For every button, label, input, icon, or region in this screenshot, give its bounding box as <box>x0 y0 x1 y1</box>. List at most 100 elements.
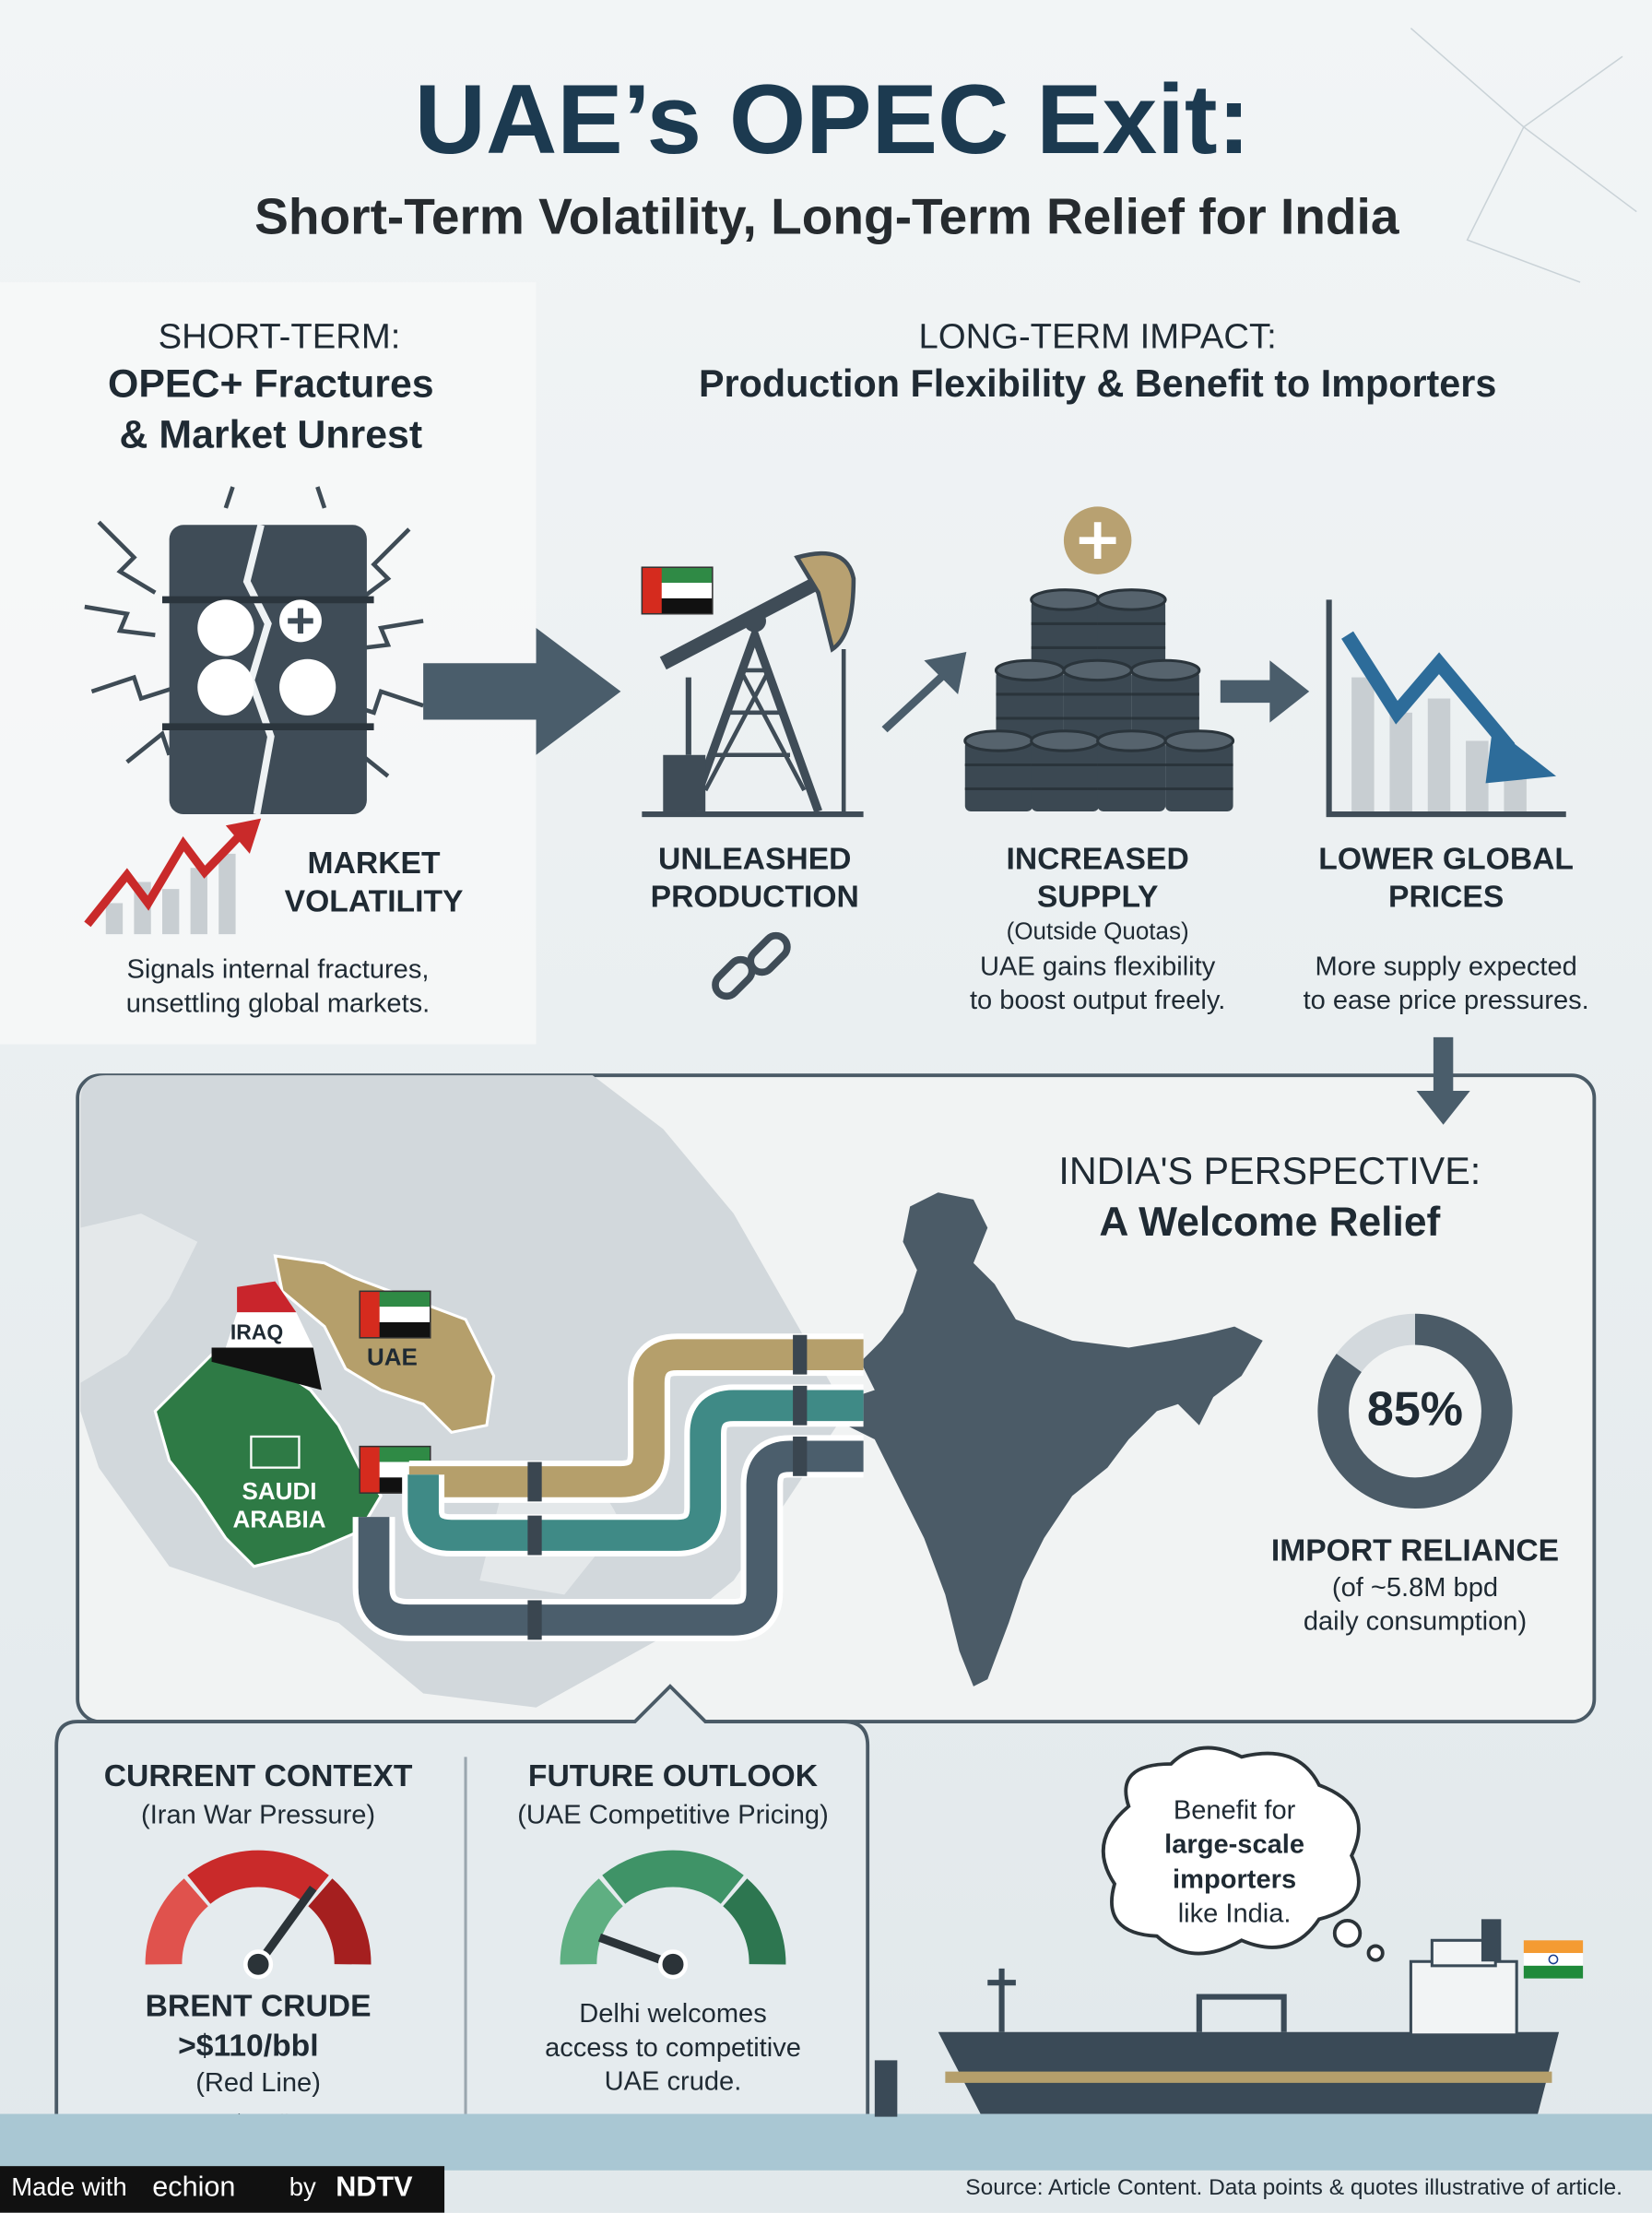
falling-prices-icon-part <box>1351 677 1375 811</box>
step-text: to ease price pressures. <box>1304 986 1589 1015</box>
caption: IMPORT RELIANCE <box>1271 1533 1559 1568</box>
chain-icon <box>712 931 791 1000</box>
footer-brand: echion <box>152 2172 235 2203</box>
falling-prices-icon <box>1326 599 1566 818</box>
step-title: SUPPLY <box>1037 881 1159 915</box>
pumpjack-icon <box>641 550 864 818</box>
step-title: PRICES <box>1388 881 1504 915</box>
bubble-text: importers <box>1173 1865 1296 1895</box>
gauge-red <box>145 1850 372 1980</box>
section-heading: Production Flexibility & Benefit to Impo… <box>699 362 1496 405</box>
pumpjack-icon-part <box>641 566 714 615</box>
footer-text: Made with <box>11 2172 126 2201</box>
panel-text: access to competitive <box>545 2033 801 2063</box>
ship-part-part <box>1523 1940 1584 1954</box>
barrels-icon-part <box>1129 658 1201 742</box>
falling-prices-icon-part <box>1341 631 1516 753</box>
footer-badge <box>0 2166 445 2213</box>
step-text: UAE gains flexibility <box>980 953 1216 982</box>
pumpjack-icon-part <box>663 754 706 811</box>
opec-icon-part <box>197 599 254 657</box>
volatility-icon <box>84 818 262 935</box>
falling-prices-icon-part <box>1389 712 1412 811</box>
donut-value: 85% <box>1367 1383 1463 1437</box>
volatility-icon-part <box>84 832 243 928</box>
pipe-joints-part <box>793 1436 808 1476</box>
gulf-countries-part <box>211 1347 322 1391</box>
gauge-red-part <box>307 1878 372 1965</box>
barrels-icon-part <box>1030 729 1101 813</box>
item-title: MARKET <box>308 846 441 881</box>
panel-title: FUTURE OUTLOOK <box>528 1759 818 1793</box>
section-label: INDIA'S PERSPECTIVE: <box>1058 1150 1481 1192</box>
flow-arrow <box>1416 1036 1470 1125</box>
item-text: unsettling global markets. <box>126 988 431 1018</box>
step-note: (Outside Quotas) <box>1007 917 1189 944</box>
opec-icon-part <box>197 658 254 716</box>
volatility-icon-part <box>218 853 236 935</box>
footer-brand: NDTV <box>336 2172 413 2203</box>
barrels-icon-part <box>1079 522 1116 560</box>
section-label: SHORT-TERM: <box>159 316 401 356</box>
title: UAE’s OPEC Exit: <box>415 64 1251 174</box>
step-text: to boost output freely. <box>970 986 1225 1015</box>
gauge-red-part <box>242 1949 274 1980</box>
barrels-icon-part <box>1163 729 1235 813</box>
step-title: UNLEASHED <box>658 842 851 876</box>
barrels-icon-part <box>1062 658 1133 742</box>
falling-prices-icon-part <box>1326 599 1566 818</box>
volatility-icon-part <box>105 903 124 935</box>
panel-text: >$110/bbl <box>178 2030 319 2064</box>
flow-arrow <box>1220 660 1310 723</box>
step-title: LOWER GLOBAL <box>1318 842 1574 876</box>
water <box>0 2113 1652 2171</box>
panel-text: BRENT CRUDE <box>146 1990 372 2024</box>
gauge-red-part <box>145 1878 209 1965</box>
donut-arc <box>1317 1313 1513 1509</box>
ship-part-part <box>1523 1965 1584 1979</box>
ship-part <box>1481 1919 1502 1962</box>
bubble-text: large-scale <box>1164 1829 1304 1859</box>
item-text: Signals internal fractures, <box>127 955 430 985</box>
pipe-joints-part <box>527 1600 542 1640</box>
pipe-joints-part <box>527 1515 542 1556</box>
bubble-text: Benefit for <box>1174 1796 1296 1826</box>
country-label: ARABIA <box>232 1506 325 1533</box>
thought-bubble-part <box>1101 1746 1361 1956</box>
section-heading: OPEC+ Fractures <box>108 362 434 407</box>
caption: (of ~5.8M bpd <box>1332 1573 1498 1603</box>
thought-bubble <box>1101 1746 1385 1962</box>
panel-subtitle: (UAE Competitive Pricing) <box>517 1800 829 1829</box>
chain-icon-part <box>747 931 791 976</box>
pipelines-part <box>358 1440 864 1636</box>
pipe-joints <box>527 1334 808 1640</box>
panel-title: CURRENT CONTEXT <box>104 1759 413 1793</box>
network-decoration-part <box>1410 28 1637 283</box>
ship-part <box>987 1968 1287 2032</box>
pipelines-part <box>408 1339 864 1497</box>
network-decoration <box>1410 28 1637 283</box>
panel-subtitle: (Iran War Pressure) <box>141 1800 375 1829</box>
panel-text: UAE crude. <box>605 2067 742 2097</box>
barrels-icon-part <box>1030 588 1101 672</box>
bubble-text: like India. <box>1178 1899 1292 1928</box>
thought-bubble-part <box>1366 1944 1385 1962</box>
opec-icon-part <box>242 524 275 815</box>
country-label: UAE <box>367 1343 418 1371</box>
gauge-green-part <box>722 1878 786 1965</box>
pipelines <box>352 1333 864 1641</box>
ship-part-part <box>1523 1953 1584 1966</box>
gulf-countries-part <box>273 1254 496 1435</box>
step-title: PRODUCTION <box>651 881 859 915</box>
ship-part-part <box>1548 1954 1559 1965</box>
gauge-red-part <box>254 1885 317 1968</box>
caption: daily consumption) <box>1304 1607 1527 1637</box>
barrels-icon <box>963 506 1235 813</box>
barrels-icon-part <box>1096 729 1167 813</box>
gauge-green-part <box>602 1850 744 1905</box>
gauge-green <box>560 1850 786 1980</box>
pumpjack-icon-part <box>794 550 856 653</box>
gulf-countries-part <box>237 1281 297 1313</box>
section-heading: A Welcome Relief <box>1099 1200 1440 1245</box>
